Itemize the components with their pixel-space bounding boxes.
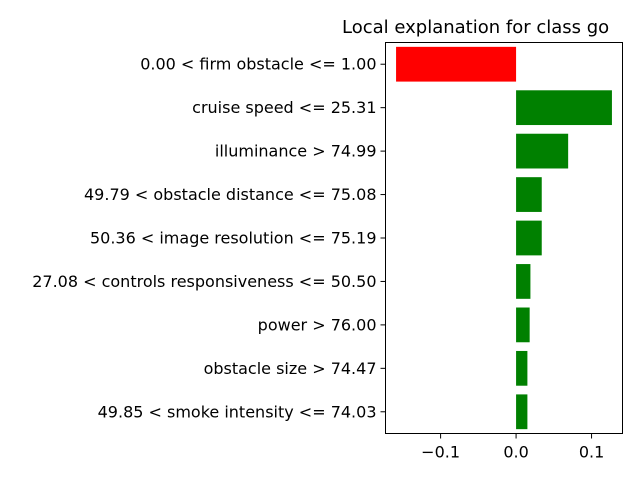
bar-6 (516, 308, 530, 343)
y-tick-label-4: 50.36 < image resolution <= 75.19 (90, 229, 377, 248)
bar-2 (516, 134, 568, 169)
y-tick-label-7: obstacle size > 74.47 (204, 359, 377, 378)
bars-group (396, 47, 612, 429)
y-tick-label-8: 49.85 < smoke intensity <= 74.03 (98, 402, 377, 421)
chart-title: Local explanation for class go (342, 17, 609, 38)
x-tick-label-0: −0.1 (421, 443, 460, 462)
bar-7 (516, 351, 527, 386)
bar-8 (516, 394, 527, 429)
x-tick-label-2: 0.1 (579, 443, 604, 462)
bar-1 (516, 90, 612, 125)
y-tick-label-1: cruise speed <= 25.31 (192, 98, 376, 117)
y-tick-label-5: 27.08 < controls responsiveness <= 50.50 (32, 272, 376, 291)
y-tick-label-2: illuminance > 74.99 (215, 142, 377, 161)
y-tick-label-0: 0.00 < firm obstacle <= 1.00 (140, 55, 376, 74)
y-tick-label-3: 49.79 < obstacle distance <= 75.08 (84, 185, 377, 204)
bar-3 (516, 177, 542, 212)
bar-5 (516, 264, 530, 299)
y-tick-labels: 0.00 < firm obstacle <= 1.00 cruise speed… (32, 55, 385, 422)
bar-4 (516, 221, 542, 256)
bar-0 (396, 47, 516, 82)
y-tick-label-6: power > 76.00 (258, 315, 377, 334)
x-axis-ticks: −0.1 0.0 0.1 (421, 434, 604, 462)
x-tick-label-1: 0.0 (503, 443, 528, 462)
